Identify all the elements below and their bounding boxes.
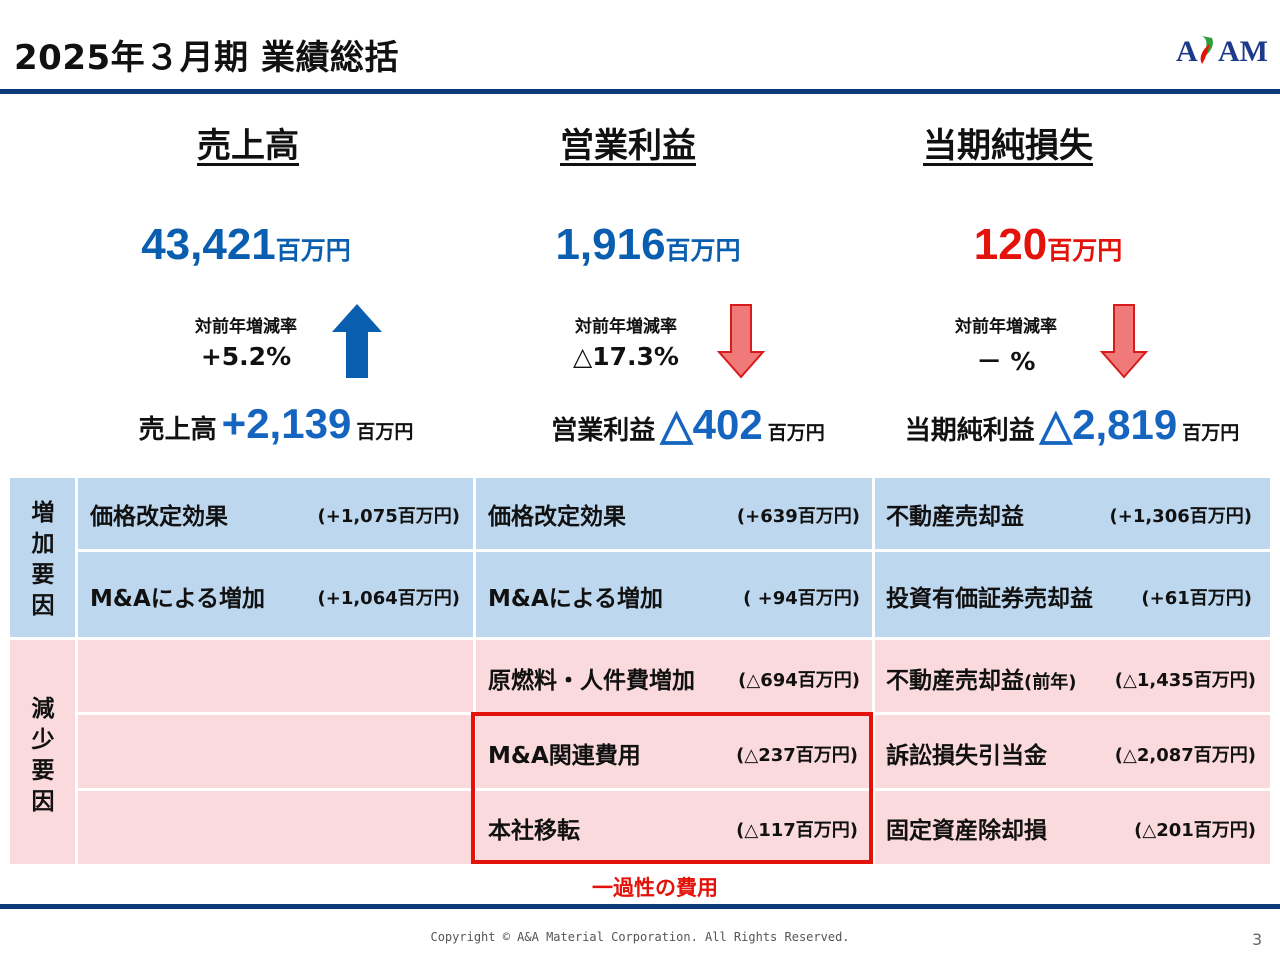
increase-section bbox=[10, 478, 1270, 638]
table-cell-label: 本社移転 bbox=[488, 818, 580, 844]
arrow-down-icon bbox=[716, 304, 766, 379]
net-income-delta: 当期純利益 △2,819 百万円 bbox=[904, 401, 1240, 448]
metric-heading-operating-profit: 営業利益 bbox=[560, 126, 696, 166]
divider bbox=[473, 478, 476, 864]
arrow-down-icon bbox=[1099, 304, 1149, 379]
svg-text:A: A bbox=[1176, 35, 1198, 68]
page-number: 3 bbox=[1252, 930, 1263, 949]
copyright: Copyright © A&A Material Corporation. Al… bbox=[430, 930, 850, 944]
footer-divider bbox=[0, 904, 1280, 909]
table-cell-value: (+639百万円) bbox=[736, 506, 860, 527]
table-cell-value: (+1,306百万円) bbox=[1109, 506, 1252, 527]
table-cell-value: (+1,064百万円) bbox=[317, 588, 460, 609]
table-cell-label: M&Aによる増加 bbox=[488, 586, 664, 612]
table-cell-label: 価格改定効果 bbox=[90, 504, 228, 530]
decrease-factors-label: 減少要因 bbox=[31, 696, 55, 815]
table-cell-value: (+1,075百万円) bbox=[317, 506, 460, 527]
sales-value: 43,421百万円 bbox=[141, 220, 351, 269]
net-loss-rate-value: － % bbox=[976, 347, 1036, 376]
increase-factors-label: 増加要因 bbox=[31, 500, 55, 619]
sales-rate-label: 対前年増減率 bbox=[195, 317, 297, 337]
table-cell-label: 原燃料・人件費増加 bbox=[488, 668, 695, 694]
metric-heading-net-loss: 当期純損失 bbox=[923, 126, 1093, 166]
divider bbox=[872, 478, 875, 864]
table-cell-label: 訴訟損失引当金 bbox=[886, 743, 1047, 769]
table-cell-label: M&A関連費用 bbox=[488, 743, 641, 769]
table-cell-value: (△2,087百万円) bbox=[1114, 745, 1256, 766]
operating-profit-rate-label: 対前年増減率 bbox=[575, 317, 677, 337]
one-time-cost-note: 一過性の費用 bbox=[592, 876, 718, 900]
arrow-up-icon bbox=[332, 304, 382, 378]
table-cell-value: ( +94百万円) bbox=[743, 588, 860, 609]
svg-text:AM: AM bbox=[1218, 35, 1268, 68]
one-time-cost-highlight bbox=[471, 712, 873, 864]
table-cell-value: (+61百万円) bbox=[1141, 588, 1252, 609]
net-loss-rate-label: 対前年増減率 bbox=[955, 317, 1057, 337]
sales-delta: 売上高 +2,139 百万円 bbox=[138, 400, 414, 447]
table-cell-value: (△237百万円) bbox=[736, 745, 858, 766]
sales-rate-value: +5.2% bbox=[200, 342, 292, 371]
page-title: 2025年３月期 業績総括 bbox=[14, 38, 399, 78]
operating-profit-value: 1,916百万円 bbox=[555, 220, 741, 269]
net-loss-value: 120百万円 bbox=[973, 220, 1123, 269]
table-cell-label: 不動産売却益 bbox=[886, 504, 1024, 530]
table-cell-value: (△117百万円) bbox=[736, 820, 858, 841]
table-cell-label: 価格改定効果 bbox=[488, 504, 626, 530]
table-cell-label: 投資有価証券売却益 bbox=[886, 586, 1093, 612]
table-cell-label: 不動産売却益(前年) bbox=[886, 668, 1077, 694]
header-divider bbox=[0, 89, 1280, 94]
table-cell-value: (△201百万円) bbox=[1134, 820, 1256, 841]
table-cell-value: (△694百万円) bbox=[738, 670, 860, 691]
operating-profit-rate-value: △17.3% bbox=[573, 342, 679, 371]
company-logo: A AM bbox=[1176, 35, 1268, 68]
divider bbox=[77, 549, 1270, 552]
operating-profit-delta: 営業利益 △402 百万円 bbox=[551, 401, 825, 448]
table-cell-label: M&Aによる増加 bbox=[90, 586, 266, 612]
decrease-section bbox=[10, 638, 1270, 864]
divider bbox=[10, 637, 1270, 640]
divider bbox=[77, 788, 1270, 791]
metric-heading-sales: 売上高 bbox=[197, 126, 299, 166]
table-cell-value: (△1,435百万円) bbox=[1114, 670, 1256, 691]
divider bbox=[75, 478, 78, 864]
table-cell-label: 固定資産除却損 bbox=[886, 818, 1047, 844]
